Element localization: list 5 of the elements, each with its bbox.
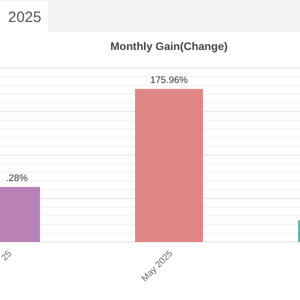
chart-title: Monthly Gain(Change) [110, 41, 228, 53]
data-label: 175.96% [150, 74, 188, 86]
x-tick-label: 25 [0, 248, 14, 262]
annotation: .28% [6, 172, 28, 184]
text: 2025 [8, 9, 42, 26]
